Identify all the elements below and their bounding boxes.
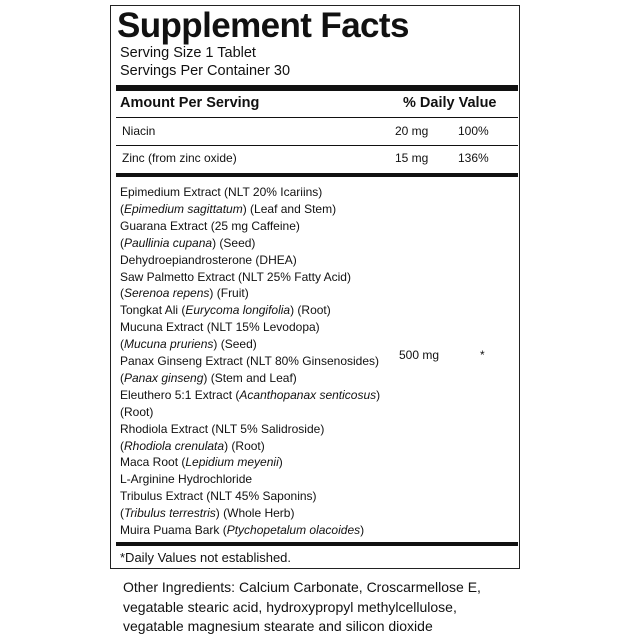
blend-line: Tribulus Extract (NLT 45% Saponins) [120, 490, 317, 502]
ingredient-text: ( [120, 337, 124, 352]
blend-line: (Paullinia cupana) (Seed) [120, 237, 255, 249]
ingredient-latin-name: Ptychopetalum olacoides [226, 523, 361, 537]
ingredient-text: ) (Root) [290, 303, 331, 318]
ingredient-latin-name: Paullinia cupana [124, 235, 213, 250]
ingredient-text: ) (Seed) [213, 337, 257, 352]
ingredient-text: L-Arginine Hydrochloride [120, 472, 253, 487]
ingredient-text: ) [278, 455, 283, 470]
ingredient-text: (Root) [120, 404, 154, 419]
blend-line: L-Arginine Hydrochloride [120, 473, 252, 485]
ingredient-text: ) (Leaf and Stem) [242, 201, 337, 216]
ingredient-text: ( [120, 286, 124, 301]
nutrient-amount: 15 mg [395, 151, 429, 165]
title: Supplement Facts [117, 6, 409, 45]
ingredient-latin-name: Rhodiola crenulata [124, 438, 225, 453]
label-border [110, 5, 520, 569]
ingredient-text: ( [120, 438, 124, 453]
thick-rule [116, 542, 518, 546]
blend-line: (Epimedium sagittatum) (Leaf and Stem) [120, 203, 336, 215]
ingredient-text: Mucuna Extract (NLT 15% Levodopa) [120, 320, 320, 335]
other-ingredients-line: Other Ingredients: Calcium Carbonate, Cr… [123, 579, 481, 595]
blend-line: (Root) [120, 406, 153, 418]
ingredient-latin-name: Lepidium meyenii [185, 455, 279, 470]
column-header: % Daily Value [403, 95, 497, 111]
ingredient-text: ) (Stem and Leaf) [203, 370, 297, 385]
servings-per-container: Servings Per Container 30 [120, 63, 291, 79]
ingredient-text: ( [120, 370, 124, 385]
blend-line: Maca Root (Lepidium meyenii) [120, 456, 283, 468]
ingredient-latin-name: Epimedium sagittatum [124, 201, 243, 216]
ingredient-text: ) (Whole Herb) [215, 506, 295, 521]
ingredient-text: Tribulus Extract (NLT 45% Saponins) [120, 489, 317, 504]
blend-line: Tongkat Ali (Eurycoma longifolia) (Root) [120, 304, 331, 316]
ingredient-text: ) (Seed) [212, 235, 256, 250]
ingredient-text: ) (Fruit) [209, 286, 249, 301]
ingredient-latin-name: Tribulus terrestris [124, 506, 216, 521]
column-header: Amount Per Serving [120, 95, 260, 111]
blend-line: Muira Puama Bark (Ptychopetalum olacoide… [120, 524, 364, 536]
blend-line: Mucuna Extract (NLT 15% Levodopa) [120, 321, 320, 333]
blend-line: (Panax ginseng) (Stem and Leaf) [120, 372, 297, 384]
ingredient-text: Maca Root ( [120, 455, 186, 470]
thin-rule [116, 117, 518, 118]
ingredient-text: Saw Palmetto Extract (NLT 25% Fatty Acid… [120, 269, 351, 284]
ingredient-latin-name: Panax ginseng [124, 370, 204, 385]
blend-line: Panax Ginseng Extract (NLT 80% Ginsenosi… [120, 355, 379, 367]
ingredient-text: Dehydroepiandrosterone (DHEA) [120, 252, 297, 267]
ingredient-text: Tongkat Ali ( [120, 303, 186, 318]
blend-line: Dehydroepiandrosterone (DHEA) [120, 254, 297, 266]
blend-line: (Mucuna pruriens) (Seed) [120, 338, 257, 350]
ingredient-latin-name: Serenoa repens [124, 286, 210, 301]
blend-daily-value: * [480, 348, 485, 362]
ingredient-text: Epimedium Extract (NLT 20% Icariins) [120, 185, 323, 199]
ingredient-text: Rhodiola Extract (NLT 5% Salidroside) [120, 421, 325, 436]
blend-line: Saw Palmetto Extract (NLT 25% Fatty Acid… [120, 271, 351, 283]
ingredient-text: Guarana Extract (25 mg Caffeine) [120, 218, 300, 233]
blend-line: Rhodiola Extract (NLT 5% Salidroside) [120, 423, 324, 435]
ingredient-latin-name: Mucuna pruriens [124, 337, 214, 352]
blend-line: (Serenoa repens) (Fruit) [120, 287, 249, 299]
ingredient-text: ) [376, 387, 381, 402]
ingredient-text: ) [360, 523, 365, 537]
ingredient-text: Muira Puama Bark ( [120, 523, 227, 537]
thick-rule [116, 85, 518, 91]
ingredient-latin-name: Eurycoma longifolia [185, 303, 291, 318]
ingredient-text: ( [120, 201, 124, 216]
blend-amount: 500 mg [399, 348, 440, 362]
ingredient-latin-name: Acanthopanax senticosus [239, 387, 377, 402]
nutrient-name: Niacin [122, 124, 156, 138]
serving-size: Serving Size 1 Tablet [120, 45, 256, 61]
blend-line: Guarana Extract (25 mg Caffeine) [120, 220, 300, 232]
other-ingredients-line: vegatable magnesium stearate and silicon… [123, 618, 433, 634]
other-ingredients-line: vegatable stearic acid, hydroxypropyl me… [123, 598, 457, 615]
blend-line: Epimedium Extract (NLT 20% Icariins) [120, 186, 322, 198]
ingredient-text: ( [120, 235, 124, 250]
thick-rule [116, 173, 518, 177]
blend-line: Eleuthero 5:1 Extract (Acanthopanax sent… [120, 389, 380, 401]
ingredient-text: ) (Root) [224, 438, 265, 453]
blend-line: (Rhodiola crenulata) (Root) [120, 440, 265, 452]
ingredient-text: ( [120, 506, 124, 521]
footnote: *Daily Values not established. [120, 550, 292, 565]
nutrient-amount: 20 mg [395, 124, 429, 138]
blend-line: (Tribulus terrestris) (Whole Herb) [120, 507, 294, 519]
ingredient-text: Eleuthero 5:1 Extract ( [120, 387, 240, 402]
nutrient-daily-value: 100% [458, 124, 489, 138]
ingredient-text: Panax Ginseng Extract (NLT 80% Ginsenosi… [120, 354, 380, 368]
nutrient-daily-value: 136% [458, 151, 489, 165]
nutrient-name: Zinc (from zinc oxide) [122, 151, 237, 165]
thin-rule [116, 145, 518, 146]
